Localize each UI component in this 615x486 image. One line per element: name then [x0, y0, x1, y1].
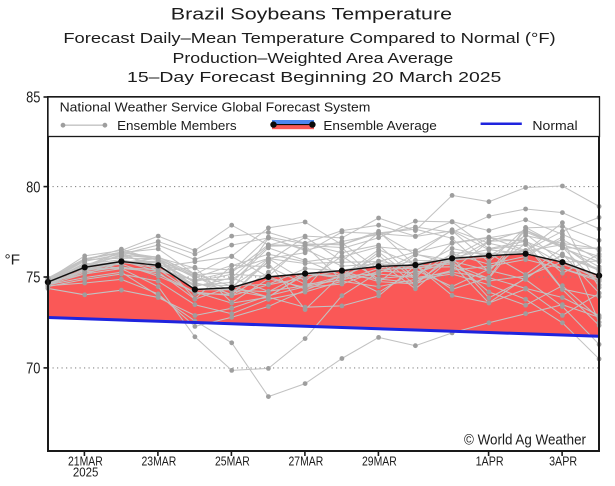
svg-text:29MAR: 29MAR: [362, 455, 397, 469]
svg-text:27MAR: 27MAR: [289, 455, 324, 469]
svg-text:Forecast Daily–Mean Temperatur: Forecast Daily–Mean Temperature Compared…: [63, 31, 555, 47]
svg-text:Production–Weighted Area Avera: Production–Weighted Area Average: [173, 51, 454, 67]
svg-text:21MAR: 21MAR: [68, 455, 103, 469]
svg-text:National Weather Service Globa: National Weather Service Global Forecast…: [60, 100, 371, 114]
svg-text:Normal: Normal: [532, 119, 577, 133]
svg-text:25MAR: 25MAR: [215, 455, 250, 469]
svg-text:Ensemble Members: Ensemble Members: [117, 119, 237, 133]
svg-text:85: 85: [26, 90, 40, 107]
svg-text:23MAR: 23MAR: [142, 455, 177, 469]
svg-text:3APR: 3APR: [549, 455, 577, 469]
svg-text:2025: 2025: [73, 465, 99, 479]
svg-text:80: 80: [26, 179, 41, 196]
svg-text:Brazil Soybeans Temperature: Brazil Soybeans Temperature: [171, 4, 452, 23]
svg-text:1APR: 1APR: [476, 455, 504, 469]
svg-text:70: 70: [26, 361, 41, 378]
svg-text:75: 75: [26, 270, 40, 287]
svg-text:°F: °F: [5, 252, 21, 268]
svg-text:15–Day Forecast Beginning 20 M: 15–Day Forecast Beginning 20 March 2025: [127, 70, 501, 86]
svg-text:Ensemble Average: Ensemble Average: [323, 119, 436, 133]
svg-text:© World Ag Weather: © World Ag Weather: [464, 433, 586, 449]
